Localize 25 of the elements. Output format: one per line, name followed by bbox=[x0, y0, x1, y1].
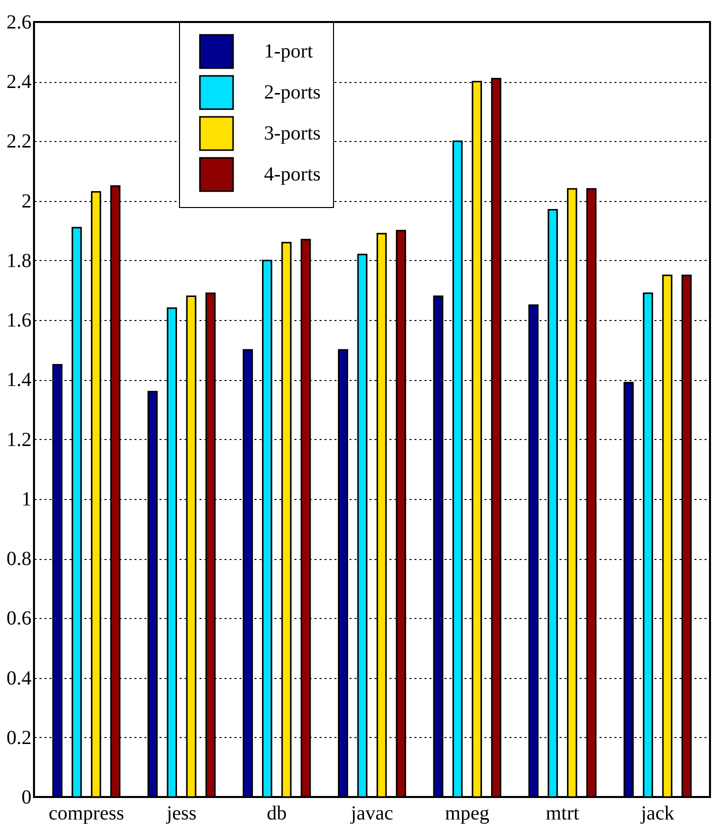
y-tick-label: 1.4 bbox=[6, 369, 32, 392]
y-tick-label: 2 bbox=[22, 190, 32, 212]
y-tick-label: 2.2 bbox=[6, 130, 32, 153]
y-tick-label: 0.6 bbox=[6, 608, 32, 630]
x-tick-label: jack bbox=[640, 802, 674, 824]
y-tick-label: 1 bbox=[22, 488, 32, 510]
y-tick-label: 1.6 bbox=[6, 310, 32, 332]
x-tick-label: mtrt bbox=[546, 802, 580, 824]
x-tick-label: mpeg bbox=[444, 802, 490, 824]
legend-label: 3-ports bbox=[264, 122, 321, 144]
x-tick-label: jess bbox=[166, 802, 197, 824]
legend-label: 2-ports bbox=[264, 82, 321, 104]
y-tick-label: 1.2 bbox=[6, 428, 32, 451]
y-tick-label: 0.8 bbox=[6, 548, 32, 570]
y-tick-label: 0 bbox=[22, 786, 32, 808]
y-tick-label: 1.8 bbox=[6, 250, 32, 272]
y-tick-label: 2.4 bbox=[6, 71, 32, 94]
legend-label: 1-port bbox=[264, 40, 314, 62]
y-tick-label: 0.2 bbox=[6, 726, 32, 749]
y-tick-label: 2.6 bbox=[6, 12, 32, 34]
x-tick-label: compress bbox=[48, 802, 124, 824]
y-tick-label: 0.4 bbox=[6, 667, 32, 690]
x-tick-label: javac bbox=[350, 802, 394, 824]
legend-label: 4-ports bbox=[264, 164, 321, 186]
x-tick-label: db bbox=[266, 802, 287, 824]
